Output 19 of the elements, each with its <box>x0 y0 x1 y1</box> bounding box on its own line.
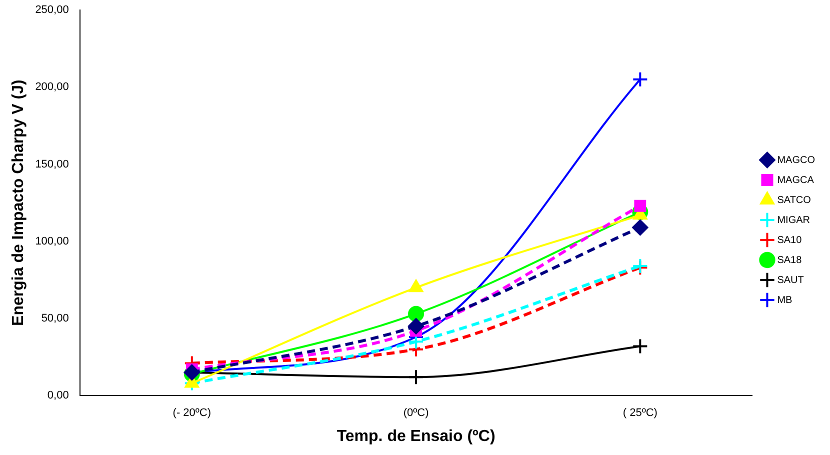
x-tick-label: (0ºC) <box>403 407 429 420</box>
y-tick-label: 100,00 <box>35 235 69 248</box>
y-tick-label: 150,00 <box>35 158 69 170</box>
legend-label: SA18 <box>777 254 802 266</box>
legend-label: MAGCO <box>777 154 816 166</box>
legend-label: SAUT <box>777 274 804 286</box>
x-tick-label: ( 25ºC) <box>622 407 658 420</box>
legend-label: SA10 <box>777 234 802 246</box>
y-tick-label: 200,00 <box>35 81 69 94</box>
legend-label: SATCO <box>777 194 812 206</box>
legend-label: MAGCA <box>777 174 814 186</box>
y-tick-label: 250,00 <box>35 4 69 16</box>
legend-label: MB <box>777 294 793 306</box>
y-tick-label: 50,00 <box>41 312 69 325</box>
y-tick-label: 0,00 <box>47 390 69 402</box>
y-axis-title: Energia de Impacto Charpy V (J) <box>10 80 28 326</box>
x-axis-title: Temp. de Ensaio (ºC) <box>336 428 496 445</box>
legend-label: MIGAR <box>777 214 810 226</box>
x-tick-label: (- 20ºC) <box>172 407 212 420</box>
